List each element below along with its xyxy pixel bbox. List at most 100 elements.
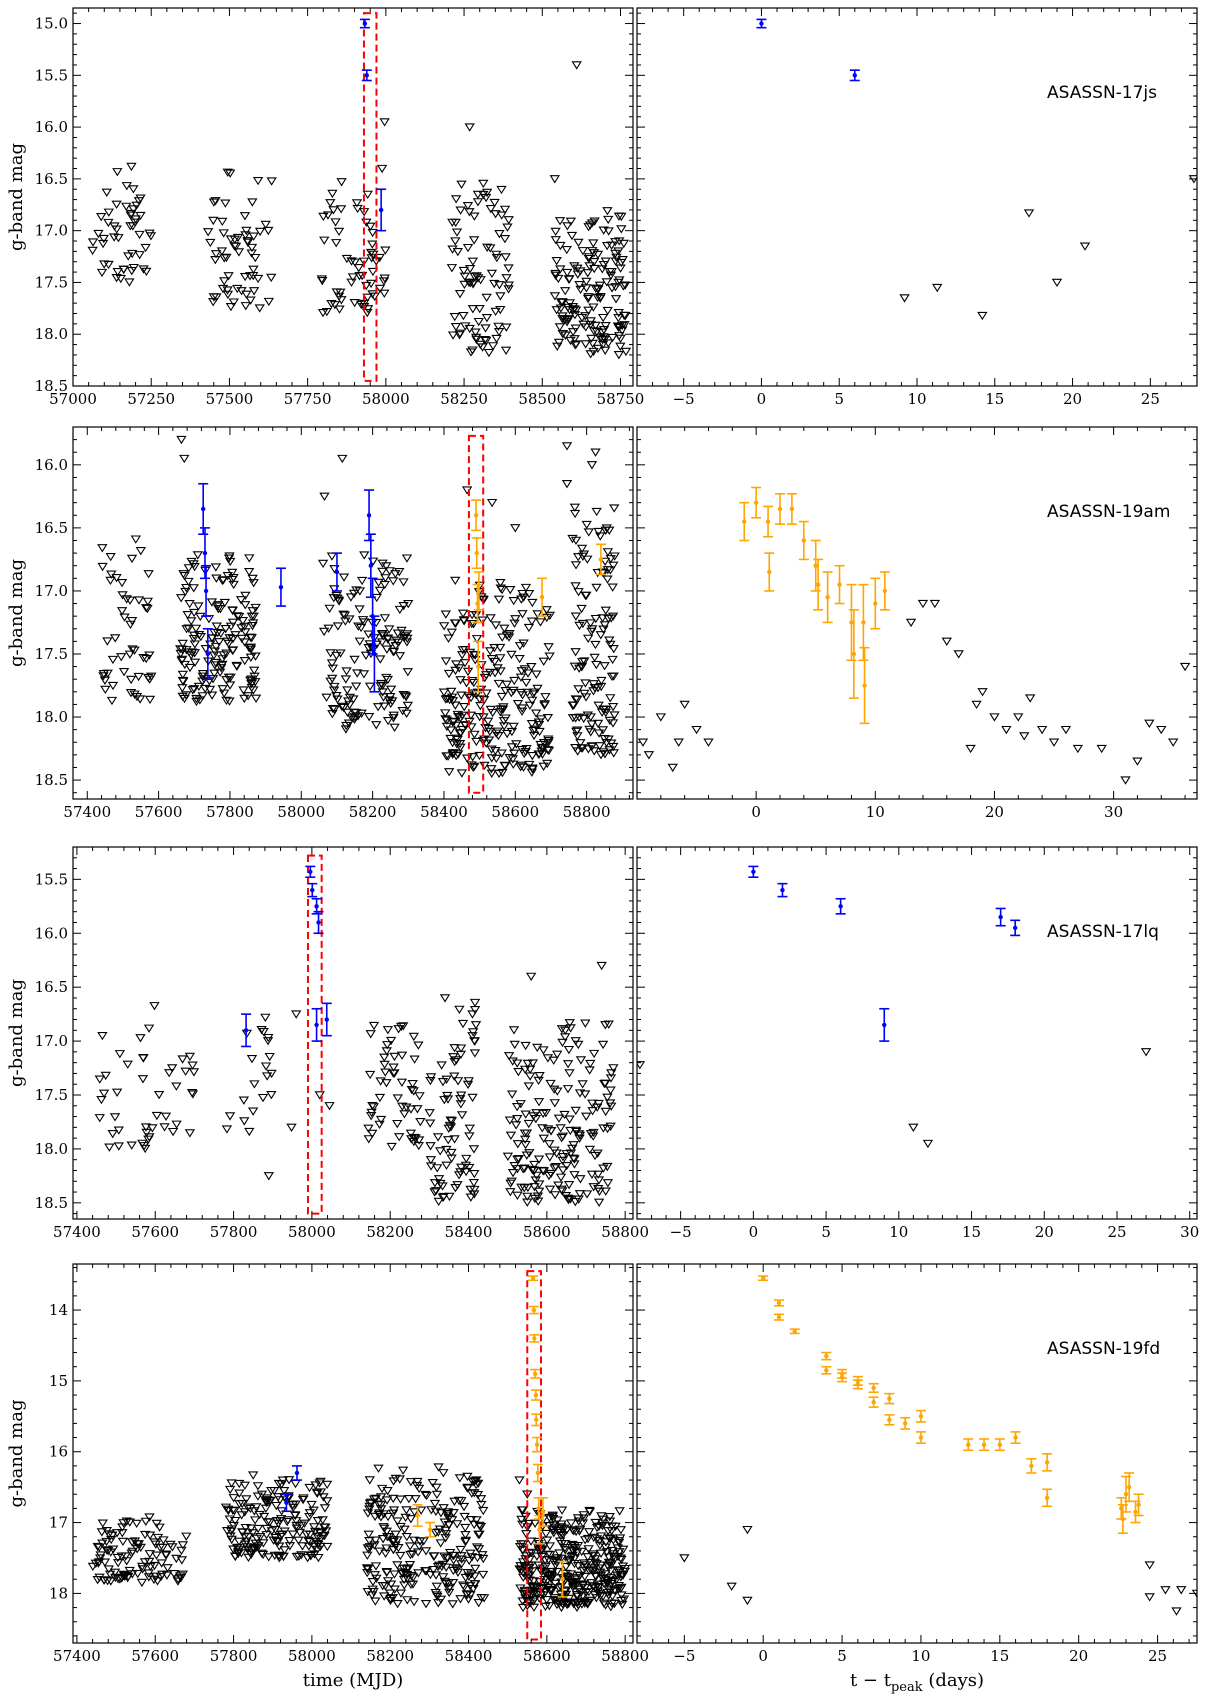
upper-limit-marker (487, 342, 499, 351)
upper-limit-marker (211, 622, 222, 631)
upper-limit-marker (577, 1080, 588, 1089)
upper-limit-marker (187, 686, 198, 695)
upper-limit-marker (557, 330, 568, 339)
upper-limit-marker (467, 305, 479, 314)
upper-limit-marker (317, 277, 328, 286)
upper-limit-marker (333, 227, 345, 237)
plot-area (637, 486, 1191, 785)
upper-limit-marker (905, 618, 917, 628)
detection-point (835, 897, 846, 915)
detection-point (774, 493, 785, 525)
upper-limit-marker (189, 640, 201, 649)
upper-limit-marker (593, 1099, 604, 1109)
upper-limit-marker (137, 1565, 148, 1574)
upper-limit-marker (398, 1564, 409, 1573)
upper-limit-marker (503, 264, 514, 273)
upper-limit-marker (485, 244, 496, 253)
upper-limit-marker (468, 1145, 480, 1154)
upper-limit-marker (329, 705, 340, 714)
detection-point (473, 571, 484, 611)
upper-limit-marker (396, 626, 407, 636)
upper-limit-marker (204, 677, 215, 686)
upper-limit-marker (569, 1598, 580, 1608)
upper-limit-marker (679, 700, 690, 710)
upper-limit-marker (228, 1545, 239, 1554)
upper-limit-marker (401, 1506, 412, 1515)
upper-limit-marker (209, 669, 220, 678)
upper-limit-marker (580, 1019, 591, 1028)
upper-limit-marker (140, 654, 152, 664)
upper-limit-marker (496, 185, 507, 195)
upper-limit-marker (576, 313, 588, 323)
upper-limit-marker (287, 1501, 299, 1510)
upper-limit-marker (326, 552, 338, 561)
upper-limit-marker (239, 272, 251, 282)
upper-limit-marker (441, 722, 453, 732)
detection-point (471, 537, 482, 570)
upper-limit-marker (517, 1546, 528, 1555)
upper-limit-marker (1120, 776, 1131, 785)
detection-point (275, 567, 286, 607)
upper-limit-marker (588, 680, 599, 689)
upper-limit-marker (448, 717, 460, 727)
upper-limit-marker (105, 1548, 116, 1557)
upper-limit-marker (506, 650, 517, 660)
upper-limit-marker (239, 638, 250, 647)
upper-limit-marker (291, 1521, 302, 1531)
panel-ASASSN-17lq-full: 57400 57600 57800 58000 58200 58400 58600 58800… (35, 846, 649, 1241)
upper-limit-marker (245, 676, 256, 686)
upper-limit-marker (382, 1026, 394, 1035)
upper-limit-marker (556, 1520, 567, 1529)
upper-limit-marker (107, 681, 119, 691)
upper-limit-marker (385, 699, 396, 709)
upper-limit-marker (224, 697, 235, 706)
upper-limit-marker (922, 1139, 934, 1149)
upper-limit-marker (469, 1190, 480, 1199)
upper-limit-marker (194, 696, 206, 705)
detection-point (777, 882, 788, 898)
upper-limit-marker (448, 1053, 459, 1062)
upper-limit-marker (595, 631, 606, 640)
upper-limit-marker (589, 684, 601, 693)
upper-limit-marker (393, 1025, 404, 1034)
upper-limit-marker (533, 720, 545, 730)
upper-limit-marker (381, 1568, 392, 1578)
upper-limit-marker (589, 653, 600, 663)
upper-limit-marker (217, 655, 228, 664)
upper-limit-marker (605, 694, 616, 703)
upper-limit-marker (441, 1563, 452, 1572)
upper-limit-marker (98, 1089, 110, 1098)
upper-limit-marker (252, 1492, 264, 1501)
upper-limit-marker (132, 1540, 143, 1549)
upper-limit-marker (335, 649, 346, 658)
upper-limit-marker (480, 724, 491, 733)
detection-point (311, 897, 322, 915)
x-tick-label: 58400 (445, 1647, 493, 1665)
upper-limit-marker (252, 176, 264, 186)
detection-point (773, 1313, 784, 1321)
upper-limit-marker (533, 1187, 545, 1196)
upper-limit-marker (583, 253, 595, 262)
upper-limit-marker (104, 1143, 115, 1152)
upper-limit-marker (555, 1532, 567, 1541)
upper-limit-marker (447, 331, 459, 340)
detection-point (915, 1409, 926, 1423)
upper-limit-marker (530, 1176, 541, 1185)
upper-limit-marker (450, 323, 462, 332)
upper-limit-marker (429, 1499, 441, 1509)
upper-limit-marker (394, 652, 406, 661)
upper-limit-marker (365, 222, 376, 231)
upper-limit-marker (595, 293, 606, 302)
x-tick-label: 58200 (366, 1647, 414, 1665)
x-tick-label: 15 (990, 1647, 1009, 1665)
upper-limit-marker (477, 1570, 489, 1580)
axes-frame (636, 1263, 1198, 1644)
upper-limit-marker (250, 694, 262, 703)
upper-limit-marker (394, 568, 405, 577)
upper-limit-marker (116, 607, 128, 616)
upper-limit-marker (511, 1102, 523, 1112)
upper-limit-marker (569, 262, 580, 271)
upper-limit-marker (237, 1528, 248, 1537)
upper-limit-marker (373, 1464, 384, 1473)
upper-limit-marker (315, 1529, 326, 1538)
